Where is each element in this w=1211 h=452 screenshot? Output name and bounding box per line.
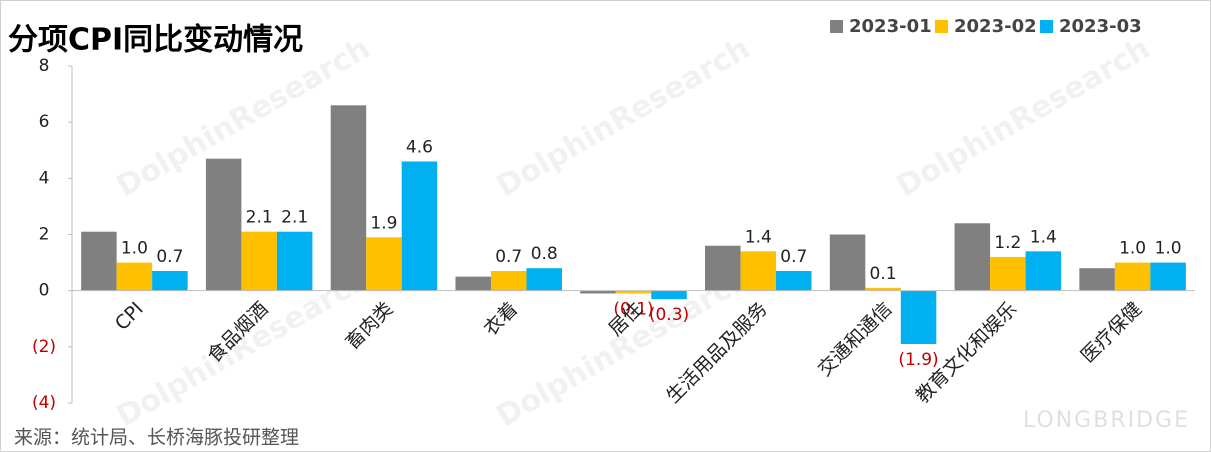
data-label: 1.0 [1119, 239, 1146, 259]
bar [81, 231, 117, 291]
bar [615, 290, 652, 294]
bar [900, 290, 937, 345]
bar [116, 262, 153, 291]
bar [1025, 251, 1062, 291]
data-label: 0.7 [495, 247, 522, 267]
bar [740, 251, 777, 291]
bar [776, 271, 812, 291]
data-label: 1.0 [1155, 239, 1182, 259]
y-tick-label: 8 [39, 56, 50, 76]
legend-swatch [935, 20, 948, 33]
watermark: LONGBRIDGE [1023, 408, 1190, 433]
data-label: 1.9 [370, 213, 397, 233]
data-label: 1.4 [1030, 227, 1057, 247]
data-label: 0.7 [156, 247, 183, 267]
bar [490, 271, 527, 291]
y-tick-label: 2 [39, 225, 50, 245]
data-label: (0.3) [649, 305, 689, 325]
bar [455, 276, 491, 291]
bar [1150, 262, 1186, 291]
bar [954, 223, 991, 291]
source-note: 来源：统计局、长桥海豚投研整理 [14, 427, 299, 449]
bar [401, 161, 438, 291]
bar [1079, 268, 1115, 291]
legend-label: 2023-01 [849, 16, 932, 37]
data-label: 0.1 [870, 264, 897, 284]
bar [330, 105, 367, 291]
bar [526, 268, 562, 291]
y-tick-label: 0 [39, 281, 50, 301]
data-label: 1.4 [745, 227, 772, 247]
y-tick-label: 4 [39, 168, 50, 188]
data-label: 0.8 [531, 244, 558, 264]
bar [276, 231, 313, 291]
chart-title: 分项CPI同比变动情况 [8, 23, 303, 58]
bar [990, 256, 1026, 291]
bar [705, 245, 741, 291]
bar [865, 287, 901, 291]
data-label: 1.0 [121, 239, 148, 259]
data-label: (0.1) [613, 299, 653, 319]
bar [205, 158, 242, 291]
data-label: 2.1 [281, 208, 308, 228]
y-tick-label: 6 [39, 112, 50, 132]
legend-swatch [830, 20, 843, 33]
y-tick-label: (4) [32, 393, 56, 413]
bar [580, 290, 616, 294]
legend-swatch [1040, 20, 1053, 33]
bar [829, 234, 866, 291]
bar [152, 271, 188, 291]
data-label: 4.6 [406, 137, 433, 157]
bar [1114, 262, 1151, 291]
legend-label: 2023-03 [1059, 16, 1142, 37]
legend-label: 2023-02 [954, 16, 1037, 37]
y-tick-label: (2) [32, 337, 56, 357]
bar [651, 290, 687, 300]
data-label: 0.7 [780, 247, 807, 267]
data-label: (1.9) [898, 350, 938, 370]
data-label: 1.2 [994, 233, 1021, 253]
bar [366, 237, 402, 291]
data-label: 2.1 [246, 208, 273, 228]
bar [241, 231, 277, 291]
